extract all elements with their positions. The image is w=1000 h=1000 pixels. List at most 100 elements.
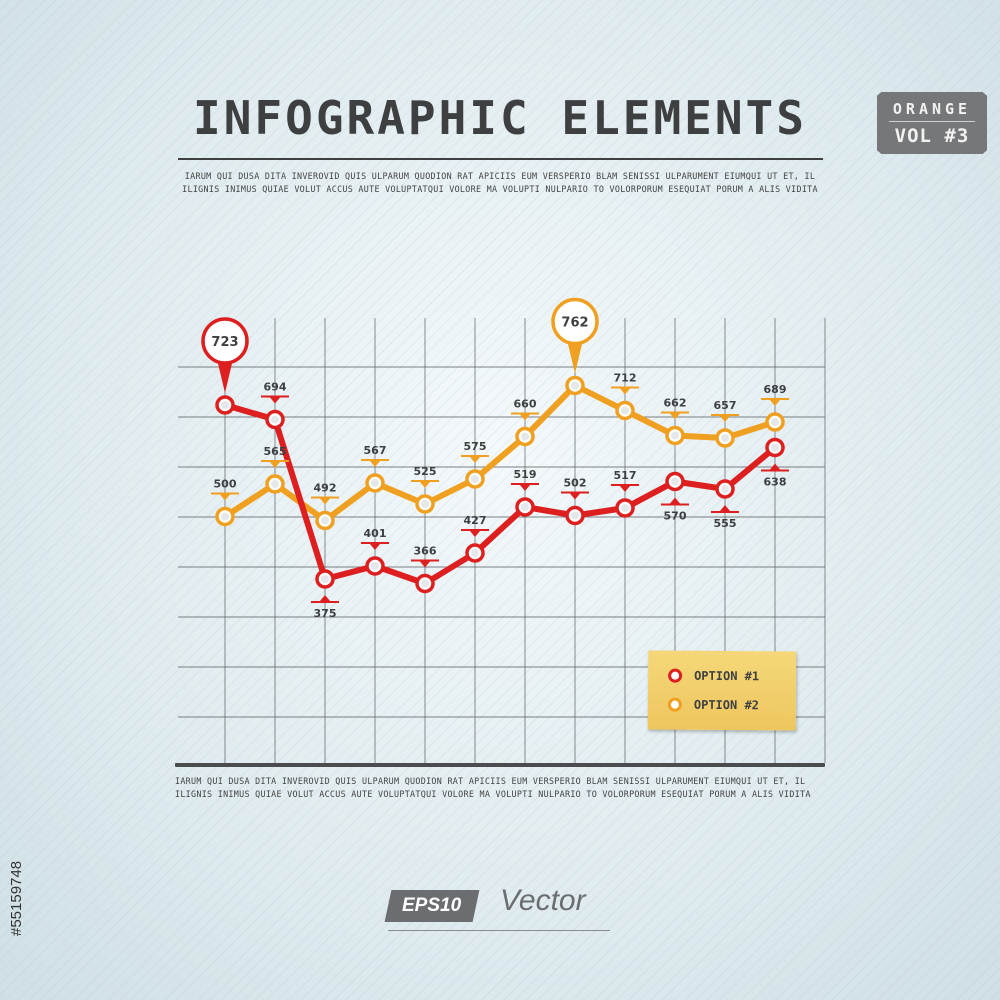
- data-label-option-2: 565: [264, 445, 287, 458]
- series-line-option-2: [222, 382, 778, 524]
- data-point-core-option-1: [721, 485, 729, 493]
- badge-series-label: ORANGE: [892, 100, 972, 118]
- data-point-core-option-1: [221, 401, 229, 409]
- data-point-core-option-2: [721, 434, 729, 442]
- marker-arrow-option-2: [770, 400, 780, 406]
- data-label-option-1: 694: [264, 381, 287, 394]
- vector-underline: [388, 930, 610, 931]
- marker-arrow-option-1: [420, 561, 430, 568]
- data-point-core-option-1: [521, 503, 529, 511]
- marker-arrow-option-1: [770, 463, 780, 470]
- data-point-core-option-2: [621, 406, 629, 415]
- marker-arrow-option-1: [370, 544, 380, 550]
- data-label-option-2: 660: [514, 398, 537, 411]
- callout-bubble-option-1: [201, 317, 249, 365]
- data-label-option-1: 638: [764, 476, 787, 489]
- data-label-option-2: 567: [364, 444, 387, 457]
- legend-item-option-1: OPTION #1: [668, 664, 759, 689]
- chart-baseline: [175, 763, 825, 767]
- marker-arrow-option-1: [620, 486, 630, 492]
- data-label-option-2: 500: [214, 478, 237, 491]
- series-line-option-1: [222, 402, 778, 587]
- callout-bubble-option-2: [551, 297, 599, 346]
- data-point-core-option-1: [271, 415, 279, 424]
- marker-arrow-option-2: [520, 414, 530, 421]
- data-label-option-1: 375: [314, 607, 337, 620]
- data-point-core-option-1: [571, 511, 579, 520]
- vector-label: Vector: [500, 884, 586, 917]
- page-title: INFOGRAPHIC ELEMENTS: [193, 91, 807, 145]
- data-label-option-2: 492: [314, 482, 337, 495]
- data-point-core-option-2: [671, 431, 679, 440]
- marker-arrow-option-2: [470, 457, 480, 463]
- title-divider: [178, 158, 823, 160]
- data-label-option-2: 662: [664, 397, 687, 410]
- volume-badge: ORANGE VOL #3: [877, 92, 987, 154]
- data-point-core-option-2: [271, 480, 279, 488]
- legend-label-option-1: OPTION #1: [694, 668, 760, 684]
- marker-arrow-option-2: [620, 388, 630, 395]
- marker-arrow-option-2: [270, 462, 280, 468]
- data-point-core-option-2: [421, 500, 429, 508]
- callout-pointer-option-2: [566, 335, 584, 374]
- marker-arrow-option-1: [670, 497, 680, 504]
- data-point-core-option-1: [671, 477, 679, 486]
- legend-marker-option-2: [667, 697, 682, 712]
- data-point-core-option-1: [471, 549, 479, 557]
- data-label-option-1: 366: [414, 545, 437, 558]
- data-label-option-2: 525: [414, 465, 437, 478]
- data-point-core-option-1: [621, 504, 629, 512]
- data-point-core-option-2: [471, 475, 479, 483]
- eps-badge: EPS10: [384, 890, 480, 922]
- marker-arrow-option-2: [720, 416, 730, 422]
- marker-arrow-option-2: [420, 482, 430, 488]
- data-point-core-option-2: [521, 432, 529, 441]
- chart-legend: OPTION #1 OPTION #2: [647, 650, 797, 731]
- marker-arrow-option-1: [570, 493, 580, 500]
- data-label-option-1: 570: [664, 510, 687, 523]
- data-point-core-option-1: [421, 579, 429, 588]
- data-point-core-option-2: [571, 381, 579, 390]
- data-point-core-option-2: [771, 418, 779, 426]
- data-label-option-2: 657: [714, 399, 737, 412]
- marker-arrow-option-1: [520, 485, 530, 491]
- callout-pointer-option-1: [216, 355, 234, 393]
- data-label-option-1: 519: [514, 468, 537, 481]
- footer-description: IARUM QUI DUSA DITA INVEROVID QUIS ULPAR…: [175, 776, 811, 799]
- eps-label: EPS10: [402, 895, 462, 916]
- chart-series: 500 565 492 567 525 575 660 762 712 662 657 689 723 6…: [201, 297, 789, 620]
- legend-label-option-2: OPTION #2: [693, 697, 759, 713]
- legend-marker-option-1: [668, 668, 683, 683]
- marker-arrow-option-2: [220, 494, 230, 501]
- header-description: IARUM QUI DUSA DITA INVEROVID QUIS ULPAR…: [182, 171, 818, 194]
- marker-arrow-option-2: [370, 461, 380, 467]
- data-point-core-option-2: [371, 479, 379, 487]
- marker-arrow-option-1: [720, 505, 730, 511]
- stock-id: #55159748: [8, 860, 25, 936]
- marker-arrow-option-2: [320, 498, 330, 505]
- data-label-option-1: 427: [464, 514, 487, 527]
- data-label-option-2: 712: [614, 372, 637, 385]
- data-label-option-2: 689: [764, 383, 787, 396]
- data-label-option-1: 555: [714, 517, 737, 530]
- badge-divider: [889, 121, 975, 122]
- data-label-option-1: 517: [614, 469, 637, 482]
- data-point-core-option-2: [221, 512, 229, 521]
- callout-label-option-2: 762: [561, 316, 588, 331]
- badge-volume-label: VOL #3: [894, 125, 970, 147]
- marker-arrow-option-1: [320, 595, 330, 601]
- data-point-core-option-1: [771, 443, 779, 452]
- callout-label-option-1: 723: [211, 335, 238, 350]
- data-label-option-1: 502: [564, 477, 587, 490]
- marker-arrow-option-1: [470, 531, 480, 537]
- legend-item-option-2: OPTION #2: [667, 693, 759, 718]
- data-point-core-option-1: [321, 575, 329, 583]
- data-label-option-1: 401: [364, 527, 387, 540]
- marker-arrow-option-1: [270, 397, 280, 404]
- data-point-core-option-1: [371, 562, 379, 570]
- data-label-option-2: 575: [464, 440, 487, 453]
- marker-arrow-option-2: [670, 413, 680, 420]
- data-point-core-option-2: [321, 516, 329, 525]
